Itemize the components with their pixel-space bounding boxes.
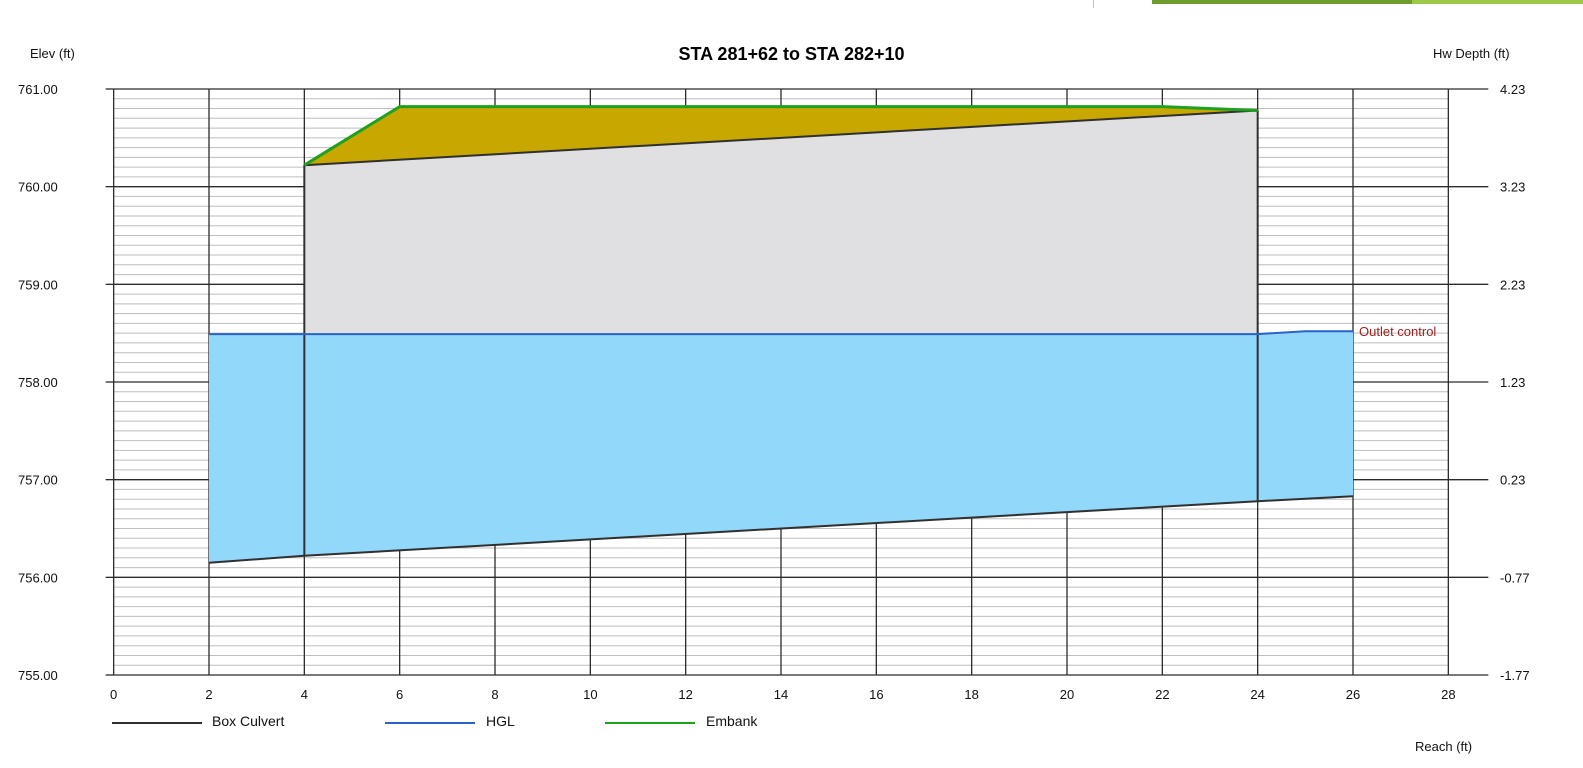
x-tick-label: 22	[1155, 687, 1169, 702]
header-accent-bar-light	[1412, 0, 1583, 4]
y2-axis-label: Hw Depth (ft)	[1433, 46, 1510, 61]
embankment-line	[303, 105, 1258, 167]
x-tick-label: 12	[678, 687, 692, 702]
header-divider	[1093, 0, 1094, 8]
x-tick-label: 10	[583, 687, 597, 702]
y2-tick-label: -0.77	[1500, 570, 1530, 585]
y2-tick-label: 4.23	[1500, 82, 1525, 97]
y2-tick-label: -1.77	[1500, 668, 1530, 683]
culvert-top-line	[304, 109, 1258, 167]
culvert-interior-fill	[304, 110, 1258, 335]
legend-label-hgl: HGL	[486, 713, 515, 729]
legend-swatch-box-culvert	[112, 722, 202, 724]
legend-label-embank: Embank	[706, 713, 758, 729]
x-tick-label: 18	[964, 687, 978, 702]
header-accent-bar	[1152, 0, 1412, 4]
y2-tick-label: 3.23	[1500, 180, 1525, 195]
legend: Box Culvert HGL Embank	[0, 713, 900, 733]
y2-tick-label: 0.23	[1500, 473, 1525, 488]
y-axis-label: Elev (ft)	[30, 46, 75, 61]
legend-swatch-hgl	[385, 722, 475, 724]
x-tick-label: 16	[869, 687, 883, 702]
x-tick-label: 4	[301, 687, 308, 702]
y2-tick-label: 2.23	[1500, 277, 1525, 292]
x-tick-label: 24	[1250, 687, 1264, 702]
y-tick-label: 757.00	[18, 473, 58, 488]
hgl-line	[209, 330, 1353, 336]
x-tick-label: 8	[491, 687, 498, 702]
x-tick-label: 26	[1346, 687, 1360, 702]
y-tick-label: 758.00	[18, 375, 58, 390]
outlet-control-annotation: Outlet control	[1359, 324, 1436, 339]
y-tick-label: 759.00	[18, 277, 58, 292]
y-tick-label: 760.00	[18, 180, 58, 195]
y2-tick-label: 1.23	[1500, 375, 1525, 390]
x-axis-label: Reach (ft)	[1415, 739, 1473, 754]
legend-label-box-culvert: Box Culvert	[212, 713, 285, 729]
x-tick-label: 28	[1441, 687, 1455, 702]
y-tick-label: 755.00	[18, 668, 58, 683]
x-tick-label: 0	[110, 687, 117, 702]
legend-swatch-embank	[605, 722, 695, 724]
x-tick-label: 2	[205, 687, 212, 702]
culvert-invert-line	[208, 495, 1354, 564]
x-tick-label: 20	[1060, 687, 1074, 702]
hgl-water-fill	[209, 331, 1353, 563]
x-tick-label: 14	[774, 687, 788, 702]
chart-title: STA 281+62 to STA 282+10	[678, 44, 905, 64]
y-tick-label: 761.00	[18, 82, 58, 97]
x-tick-label: 6	[396, 687, 403, 702]
y-tick-label: 756.00	[18, 570, 58, 585]
